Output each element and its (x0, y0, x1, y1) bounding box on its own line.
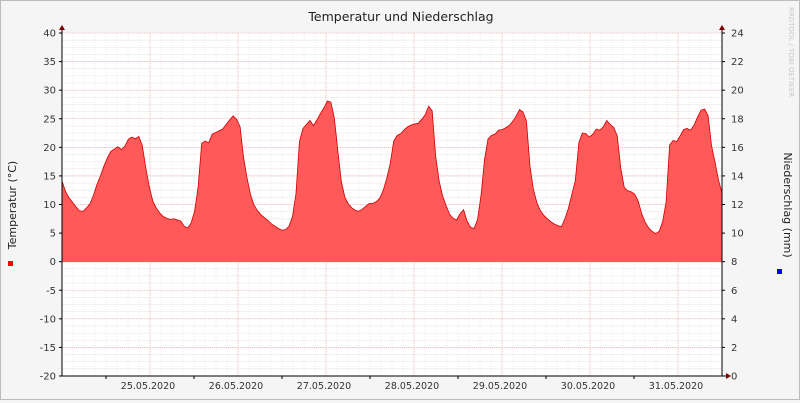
y-left-tick-label: 10 (43, 200, 56, 211)
y-left-tick-label: 5 (50, 229, 56, 240)
temperature-area-layer (61, 100, 723, 262)
y-left-tick-label: -20 (40, 372, 56, 383)
y-left-tick-label: 35 (43, 57, 56, 68)
temperature-area (62, 101, 722, 262)
y-right-tick-label: 2 (731, 343, 737, 354)
y-left-tick-label: 15 (43, 171, 56, 182)
x-tick-label: 30.05.2020 (561, 381, 615, 392)
y-right-tick-label: 24 (731, 29, 744, 40)
y-left-tick-label: 0 (50, 257, 56, 268)
axes (59, 25, 731, 379)
x-tick-label: 27.05.2020 (297, 381, 351, 392)
watermark: RRDTOOL / TOBI OETIKER (787, 7, 795, 97)
y-right-tick-label: 16 (731, 143, 744, 154)
y-right-tick-label: 22 (731, 57, 744, 68)
temperature-line (61, 100, 723, 235)
y-left-tick-label: -15 (40, 343, 56, 354)
legend-marker-temperatur (8, 261, 13, 266)
x-tick-label: 31.05.2020 (649, 381, 703, 392)
y-left-tick-label: 30 (43, 86, 56, 97)
y-left-tick-label: -10 (40, 314, 56, 325)
y-right-tick-label: 0 (731, 372, 737, 383)
y-right-tick-label: 4 (731, 314, 737, 325)
y-left-tick-label: 40 (43, 29, 56, 40)
y-axis-right-arrow (719, 25, 725, 30)
y-right-axis-label: Niederschlag (mm) (781, 152, 794, 257)
y-right-tick-label: 20 (731, 86, 744, 97)
y-right-tick-label: 18 (731, 114, 744, 125)
y-right-tick-label: 6 (731, 286, 737, 297)
x-tick-label: 25.05.2020 (121, 381, 175, 392)
y-left-tick-label: 25 (43, 114, 56, 125)
x-tick-label: 28.05.2020 (385, 381, 439, 392)
y-left-tick-label: -5 (46, 286, 56, 297)
chart-title: Temperatur und Niederschlag (307, 9, 493, 24)
legend-marker-niederschlag (777, 269, 782, 274)
y-left-tick-label: 20 (43, 143, 56, 154)
x-axis-arrow (726, 373, 731, 379)
y-axis-left-arrow (59, 25, 65, 30)
y-right-tick-label: 8 (731, 257, 737, 268)
x-tick-label: 29.05.2020 (473, 381, 527, 392)
y-left-axis-label: Temperatur (°C) (6, 161, 19, 250)
y-right-tick-label: 10 (731, 229, 744, 240)
y-right-tick-label: 14 (731, 171, 744, 182)
x-tick-label: 26.05.2020 (209, 381, 263, 392)
labels: 4035302520151050-5-10-15-202422201816141… (6, 7, 795, 392)
y-right-tick-label: 12 (731, 200, 744, 211)
